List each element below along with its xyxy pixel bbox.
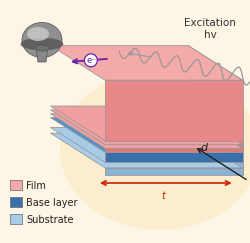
Text: t: t (162, 191, 166, 201)
Bar (10, 197, 22, 207)
Polygon shape (105, 141, 242, 145)
Polygon shape (188, 114, 242, 152)
Ellipse shape (22, 23, 62, 58)
Text: d: d (200, 143, 207, 153)
Polygon shape (50, 110, 242, 145)
Polygon shape (105, 162, 242, 168)
Text: e⁻: e⁻ (86, 56, 96, 65)
Polygon shape (188, 45, 242, 141)
Text: Base layer: Base layer (26, 198, 78, 208)
Polygon shape (36, 48, 48, 62)
Polygon shape (105, 152, 242, 162)
Text: Excitation
hv: Excitation hv (184, 18, 236, 40)
Ellipse shape (21, 38, 63, 50)
Polygon shape (50, 106, 242, 141)
Ellipse shape (27, 27, 49, 41)
Polygon shape (105, 148, 242, 152)
Polygon shape (105, 80, 242, 141)
Text: Substrate: Substrate (26, 215, 74, 225)
Polygon shape (50, 118, 242, 152)
Polygon shape (50, 133, 242, 168)
Polygon shape (188, 133, 242, 175)
Ellipse shape (35, 45, 49, 51)
Polygon shape (188, 110, 242, 148)
Ellipse shape (60, 70, 250, 230)
Polygon shape (188, 106, 242, 145)
Polygon shape (50, 45, 242, 80)
Polygon shape (188, 118, 242, 162)
Text: Film: Film (26, 181, 46, 191)
Polygon shape (50, 114, 242, 148)
Polygon shape (50, 128, 242, 162)
Polygon shape (105, 168, 242, 175)
Polygon shape (188, 128, 242, 168)
Polygon shape (105, 145, 242, 148)
Bar (10, 214, 22, 224)
Bar (10, 180, 22, 190)
